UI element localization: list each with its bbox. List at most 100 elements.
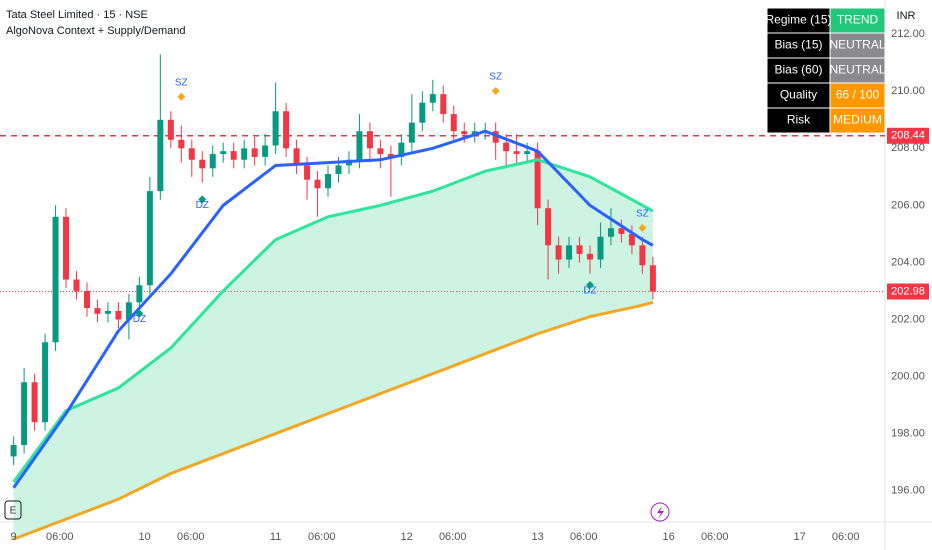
zone-marker <box>586 280 594 289</box>
candle-body <box>220 151 227 155</box>
candle-body <box>366 131 373 149</box>
x-tick-label: 06:00 <box>832 531 860 543</box>
candle-body <box>325 174 332 189</box>
x-tick-label: 10 <box>138 531 150 543</box>
ma-line <box>12 129 654 489</box>
zone-label: DZ <box>583 286 596 297</box>
candle-body <box>304 165 311 180</box>
zone-marker <box>638 223 647 232</box>
x-tick-label: 13 <box>531 531 543 543</box>
lightning-icon <box>650 502 670 522</box>
candle-body <box>241 148 248 160</box>
zone-label: DZ <box>133 314 146 325</box>
x-tick-label: 06:00 <box>177 531 205 543</box>
ma-line <box>12 158 654 483</box>
candle-body <box>136 285 143 303</box>
candle-body <box>314 179 321 189</box>
table-label: Risk <box>787 113 811 127</box>
candle-body <box>209 154 216 169</box>
x-tick-label: 06:00 <box>308 531 336 543</box>
candle-body <box>461 131 468 135</box>
y-tick-label: 198.00 <box>891 427 925 439</box>
price-tag-label: 208.44 <box>891 130 925 142</box>
candle-body <box>429 94 436 103</box>
candle-body <box>283 111 290 149</box>
candle-body <box>335 165 342 174</box>
table-value: MEDIUM <box>833 113 882 127</box>
candle-body <box>639 245 646 266</box>
candle-body <box>272 111 279 146</box>
candle-body <box>52 216 59 343</box>
candle-body <box>31 382 38 423</box>
candle-body <box>503 142 510 152</box>
context-table: Regime (15) TREND Bias (15) NEUTRAL Bias (60… <box>765 7 886 134</box>
candle-body <box>618 228 625 234</box>
table-label: Bias (60) <box>774 63 822 77</box>
price-tag-label: 202.98 <box>891 285 925 297</box>
y-tick-label: 200.00 <box>891 370 925 382</box>
candle-body <box>293 148 300 166</box>
candle-body <box>356 131 363 160</box>
ma-line <box>13 300 654 541</box>
x-tick-label: 12 <box>400 531 412 543</box>
candle-body <box>450 114 457 132</box>
zone-label: SZ <box>636 209 649 220</box>
candle-body <box>167 119 174 140</box>
candle-body <box>545 208 552 246</box>
candle-body <box>230 151 237 160</box>
candle-body <box>262 145 269 157</box>
table-label-cell <box>766 32 831 59</box>
candle-body <box>188 148 195 160</box>
y-tick-label: 204.00 <box>891 256 925 268</box>
svg-text:E: E <box>10 506 17 517</box>
x-tick-label: 06:00 <box>701 531 729 543</box>
candle-body <box>94 308 101 314</box>
candle-body <box>10 444 17 457</box>
x-tick-label: 17 <box>793 531 805 543</box>
band-fill <box>13 159 653 540</box>
table-value: TREND <box>837 13 879 27</box>
price-tag <box>887 283 929 300</box>
zone-label: SZ <box>175 77 188 88</box>
table-value: 66 / 100 <box>836 88 880 102</box>
candle-body <box>607 228 614 237</box>
candle-body <box>146 191 153 286</box>
candle-body <box>157 119 164 192</box>
table-label: Regime (15) <box>765 13 831 27</box>
table-label-cell <box>766 57 831 84</box>
candle-body <box>566 245 573 260</box>
x-tick-label: 06:00 <box>570 531 598 543</box>
candle-body <box>104 310 111 314</box>
table-value-cell <box>829 107 886 134</box>
candle-body <box>178 139 185 149</box>
table-label: Quality <box>780 88 817 102</box>
candle-body <box>42 342 49 423</box>
zone-label: DZ <box>196 200 209 211</box>
candle-body <box>63 216 70 280</box>
candle-body <box>251 148 258 157</box>
candle-body <box>587 253 593 260</box>
e-icon: E <box>4 500 22 520</box>
table-value-cell <box>829 32 886 59</box>
candle-body <box>408 122 415 143</box>
candle-body <box>513 151 520 155</box>
candle-body <box>440 94 447 115</box>
candle-body <box>115 310 122 320</box>
candle-body <box>534 151 541 209</box>
x-tick-label: 06:00 <box>46 531 74 543</box>
candle-body <box>398 142 405 157</box>
indicator-title: AlgoNova Context + Supply/Demand <box>6 25 185 37</box>
candle-body <box>555 245 562 260</box>
zone-marker <box>135 309 144 318</box>
candle-body <box>83 290 90 309</box>
symbol-title: Tata Steel Limited · 15 · NSE <box>6 9 148 21</box>
x-tick-label: 11 <box>270 531 281 543</box>
plot: 208.44 202.98 SZ SZ SZ DZ DZ DZ <box>0 54 929 541</box>
price-tag <box>887 127 929 144</box>
candle-body <box>524 151 531 155</box>
candle-body <box>199 159 206 169</box>
zone-marker <box>198 195 207 204</box>
x-tick-label: 16 <box>662 531 674 543</box>
table-value: NEUTRAL <box>829 63 885 77</box>
